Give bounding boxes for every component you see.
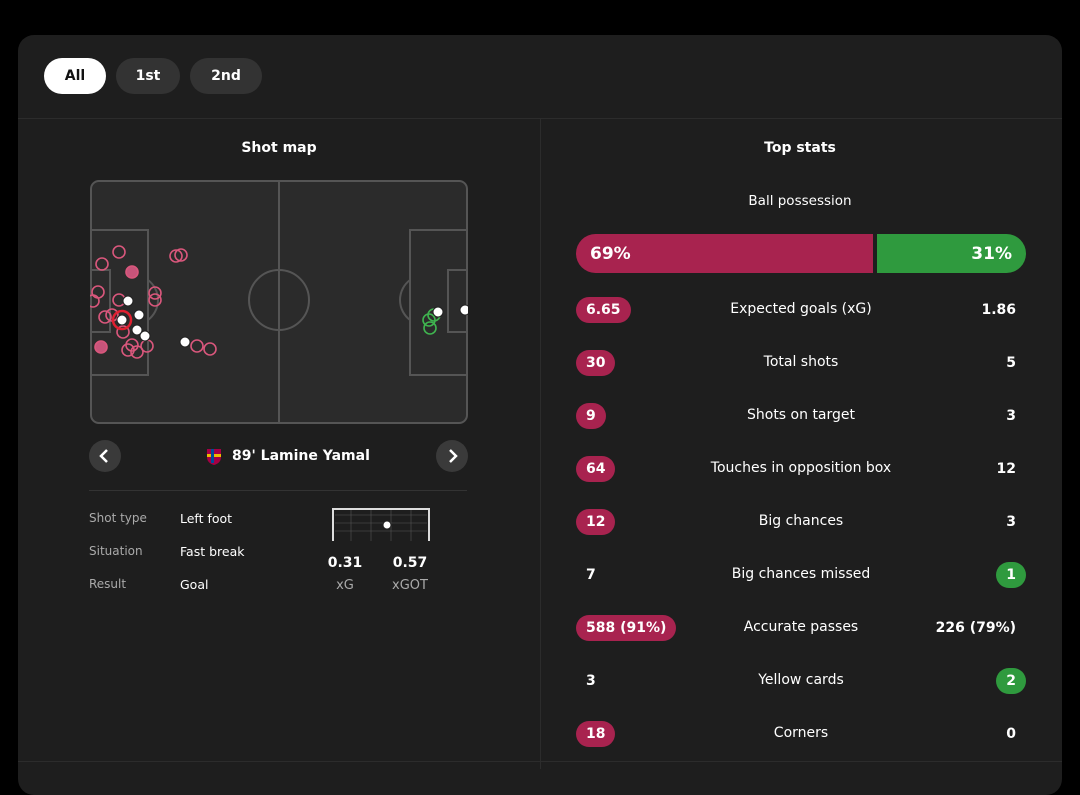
pitch — [90, 180, 468, 424]
stat-home: 64 — [576, 456, 616, 482]
stat-away: 3 — [1006, 514, 1016, 530]
stat-row: Expected goals (xG) 6.65 1.86 — [576, 295, 1026, 325]
xg-value: 0.31 — [327, 555, 363, 571]
detail-value: Left foot — [180, 511, 233, 526]
tab[interactable]: All — [44, 58, 106, 94]
stat-home: 588 (91%) — [576, 615, 677, 641]
stat-away: 0 — [1006, 726, 1016, 742]
stat-home: 3 — [586, 673, 596, 689]
stat-home: 12 — [576, 509, 616, 535]
stat-label: Accurate passes — [743, 619, 859, 635]
stat-row: Big chances missed 7 1 — [576, 560, 1026, 590]
stat-home: 18 — [576, 721, 616, 747]
stat-away: 12 — [996, 461, 1016, 477]
stat-row: Big chances 12 3 — [576, 507, 1026, 537]
divider — [89, 490, 467, 491]
tab[interactable]: 1st — [116, 58, 180, 94]
detail-label: Situation — [89, 544, 143, 558]
stat-home: 6.65 — [576, 297, 631, 323]
section-title: Top stats — [764, 140, 836, 156]
stat-label: Yellow cards — [758, 672, 844, 688]
goals — [116, 295, 468, 348]
possession-label: Ball possession — [748, 193, 852, 209]
detail-value: Fast break — [180, 544, 245, 559]
stat-away: 1 — [996, 562, 1026, 588]
detail-label: Result — [89, 577, 127, 591]
stat-home: 7 — [586, 567, 596, 583]
goal-frame — [332, 508, 430, 541]
prev-button[interactable] — [89, 440, 121, 472]
stat-row: Touches in opposition box 64 12 — [576, 454, 1026, 484]
match-card: All 1st 2nd Shot map Top stats — [18, 35, 1062, 795]
stat-label: Big chances missed — [731, 566, 871, 582]
detail-value: Goal — [180, 577, 209, 592]
divider — [540, 119, 541, 769]
stat-label: Corners — [773, 725, 829, 741]
stat-row: Total shots 30 5 — [576, 348, 1026, 378]
next-button[interactable] — [436, 440, 468, 472]
stat-row: Accurate passes 588 (91%) 226 (79%) — [576, 613, 1026, 643]
divider — [18, 761, 1062, 762]
xgot-value: 0.57 — [392, 555, 428, 571]
divider — [18, 118, 1062, 119]
stat-home: 30 — [576, 350, 616, 376]
stat-row: Corners 18 0 — [576, 719, 1026, 749]
detail-label: Shot type — [89, 511, 147, 525]
stat-away: 1.86 — [981, 302, 1016, 318]
stat-label: Touches in opposition box — [710, 460, 892, 476]
section-title: Shot map — [241, 140, 317, 156]
stat-label: Big chances — [758, 513, 844, 529]
stat-label: Total shots — [763, 354, 839, 370]
possession-away: 31% — [877, 234, 1026, 273]
stat-label: Expected goals (xG) — [730, 301, 872, 317]
stat-label: Shots on target — [746, 407, 856, 423]
stat-away: 5 — [1006, 355, 1016, 371]
xgot-label: xGOT — [392, 578, 428, 593]
possession-bar: 69% 31% — [576, 234, 1026, 273]
tab[interactable]: 2nd — [190, 58, 262, 94]
shot-player: 89' Lamine Yamal — [232, 448, 370, 464]
xg-label: xG — [336, 578, 354, 593]
possession-home: 69% — [576, 234, 874, 273]
stat-away: 226 (79%) — [935, 620, 1016, 636]
stat-home: 9 — [576, 403, 606, 429]
stat-row: Yellow cards 3 2 — [576, 666, 1026, 696]
page: All 1st 2nd Shot map Top stats — [18, 35, 1062, 795]
stat-away: 3 — [1006, 408, 1016, 424]
team-crest — [207, 449, 221, 465]
stat-row: Shots on target 9 3 — [576, 401, 1026, 431]
stat-away: 2 — [996, 668, 1026, 694]
